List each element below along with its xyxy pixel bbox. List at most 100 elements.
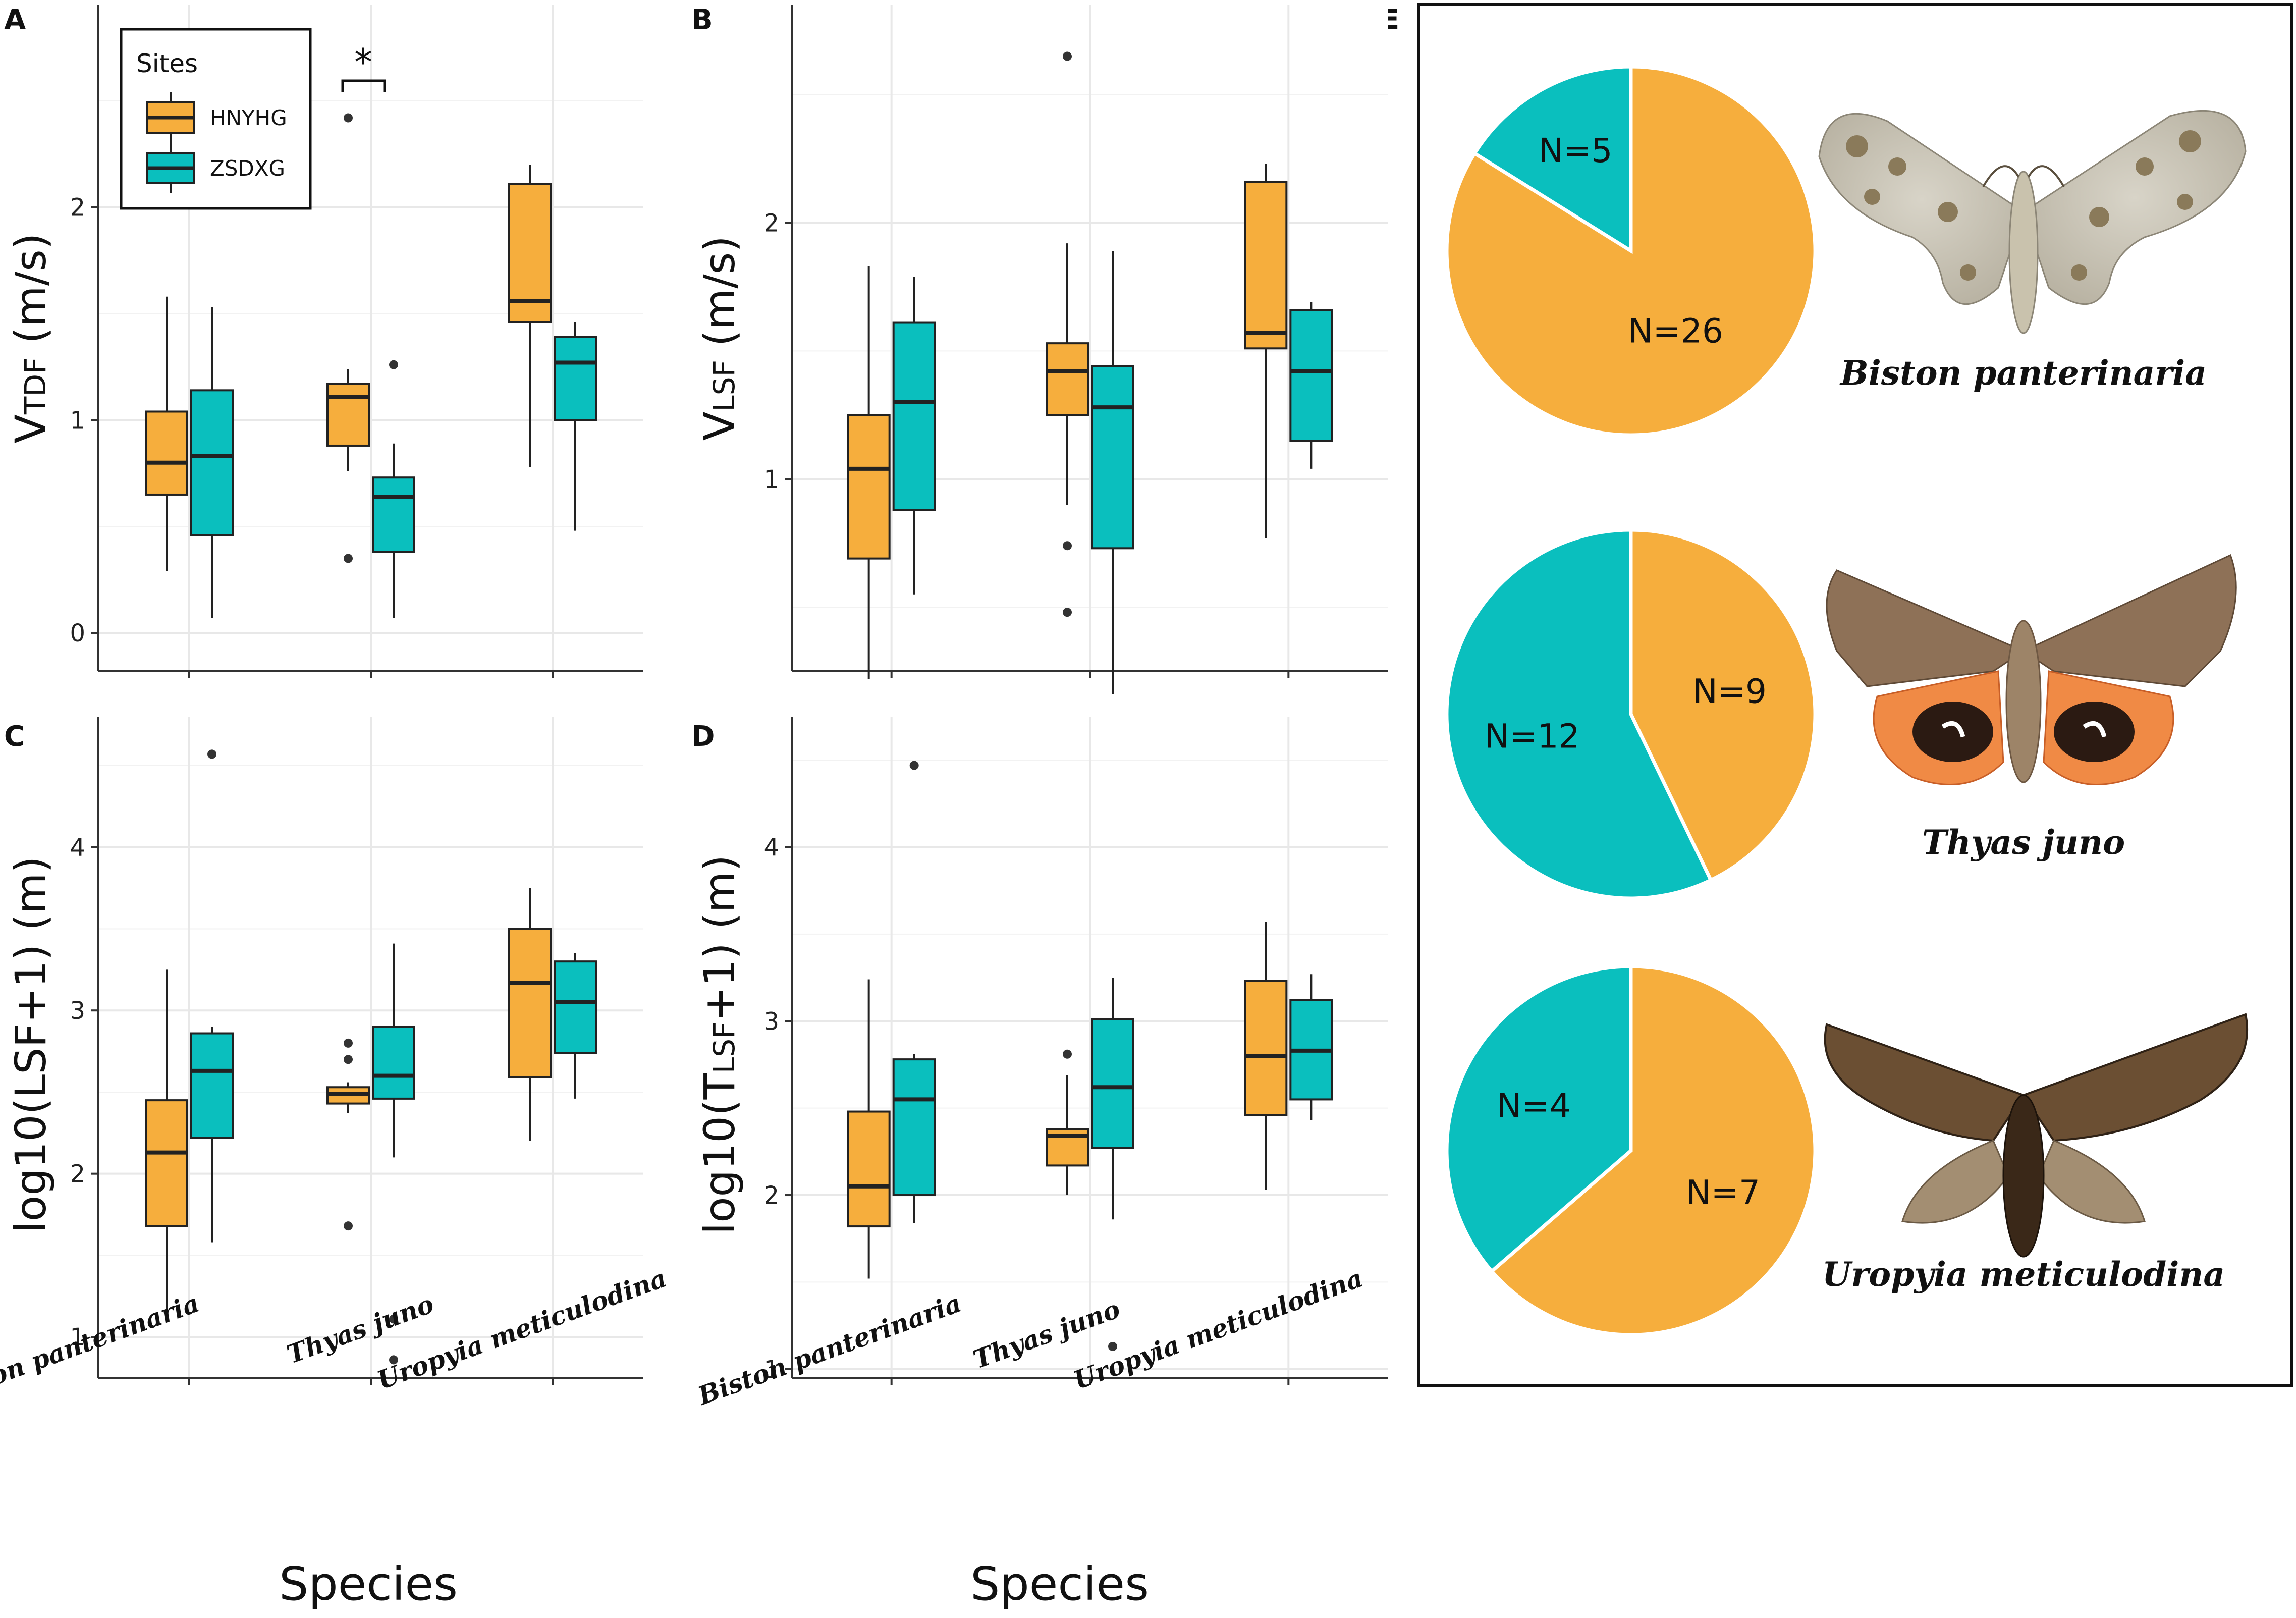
box-hnyhg-3 xyxy=(508,165,552,467)
box-iqr xyxy=(892,1058,936,1197)
pie-slice-label: N=26 xyxy=(1628,312,1723,351)
legend-key-zsdxg xyxy=(146,143,195,193)
outlier-point xyxy=(1108,1341,1117,1351)
significance-star: * xyxy=(354,41,372,83)
box-iqr xyxy=(847,1110,891,1228)
pie-slice-label: N=5 xyxy=(1539,131,1613,170)
box-iqr xyxy=(190,389,234,536)
box-zsdxg-3 xyxy=(554,953,597,1099)
moth-name-biston: Biston panterinaria xyxy=(1839,353,2207,393)
pie-chart: N=26 N=5 xyxy=(1445,65,1817,437)
box-hnyhg-3 xyxy=(1244,922,1288,1190)
outlier-point xyxy=(389,1314,398,1324)
box-iqr xyxy=(145,410,188,496)
y-axis-label: VLSF (m/s) xyxy=(695,236,744,441)
y-axis-label-subscript: LSF xyxy=(707,360,741,412)
box-hnyhg-2 xyxy=(326,113,370,563)
box-hnyhg-1 xyxy=(847,266,891,679)
box-zsdxg-3 xyxy=(1289,974,1333,1120)
outlier-point xyxy=(344,1221,353,1231)
box-iqr xyxy=(1046,342,1089,416)
pie-chart: N=9 N=12 xyxy=(1445,528,1817,900)
moth-photo-biston xyxy=(1818,110,2247,334)
outlier-point xyxy=(344,1038,353,1048)
box-iqr xyxy=(190,1032,234,1139)
panel-c-boxplot: 1 2 3 4 log10(LSF+1) (m) xyxy=(6,717,643,1385)
y-axis-label: log10(TLSF+1) (m) xyxy=(695,855,744,1234)
pie-slice-label: N=4 xyxy=(1497,1087,1571,1125)
box-iqr xyxy=(145,1099,188,1227)
panel-d-boxplot: 1 2 3 4 log10(TLSF+1) (m) xyxy=(695,717,1388,1385)
y-tick-label: 3 xyxy=(763,1007,779,1036)
y-tick-label: 1 xyxy=(763,465,779,494)
box-iqr xyxy=(1244,980,1288,1116)
box-iqr xyxy=(372,476,415,553)
y-tick-label: 2 xyxy=(70,1160,85,1189)
panel-letter-d: D xyxy=(691,720,715,753)
outlier-point xyxy=(344,554,353,563)
y-axis-label-subscript: LSF xyxy=(707,1022,741,1074)
box-iqr xyxy=(1091,1018,1134,1149)
y-tick-label: 2 xyxy=(763,1181,779,1210)
y-tick-label: 0 xyxy=(70,619,85,648)
pie-slice-label: N=7 xyxy=(1686,1173,1760,1212)
x-axis-title-right: Species xyxy=(970,1557,1149,1611)
y-tick-label: 2 xyxy=(763,209,779,238)
pie-slice-zsdxg xyxy=(1445,964,1633,1274)
y-axis-label: log10(LSF+1) (m) xyxy=(6,856,56,1233)
outlier-point xyxy=(389,360,398,369)
outlier-point xyxy=(1063,51,1072,61)
box-iqr xyxy=(847,414,891,560)
box-hnyhg-1 xyxy=(145,969,188,1313)
y-axis-label: VTDF (m/s) xyxy=(6,233,56,443)
y-tick-label: 3 xyxy=(70,997,85,1025)
box-iqr xyxy=(1091,365,1134,550)
outlier-point xyxy=(344,1055,353,1064)
y-tick-label: 1 xyxy=(70,406,85,435)
moth-photo-uropyia xyxy=(1824,1013,2249,1258)
box-zsdxg-3 xyxy=(1289,302,1333,469)
panel-letter-b: B xyxy=(691,4,713,36)
legend-title: Sites xyxy=(136,49,198,78)
pie-slice-zsdxg xyxy=(1472,65,1633,254)
box-hnyhg-2 xyxy=(326,1038,370,1231)
box-hnyhg-3 xyxy=(508,888,552,1141)
box-hnyhg-3 xyxy=(1244,164,1288,538)
outlier-point xyxy=(207,749,216,759)
box-hnyhg-1 xyxy=(847,979,891,1279)
moth-name-thyas: Thyas juno xyxy=(1922,823,2125,862)
box-zsdxg-2 xyxy=(372,943,415,1365)
outlier-point xyxy=(1063,541,1072,551)
box-zsdxg-1 xyxy=(892,761,936,1223)
box-iqr xyxy=(372,1026,415,1100)
y-tick-label: 1 xyxy=(70,1323,85,1352)
box-iqr xyxy=(892,321,936,511)
y-tick-label: 4 xyxy=(70,834,85,862)
outlier-point xyxy=(1063,608,1072,617)
panel-letter-a: A xyxy=(4,4,26,36)
x-axis-title-left: Species xyxy=(279,1557,458,1611)
legend-label-hnyhg: HNYHG xyxy=(210,105,287,130)
pie-slice-label: N=12 xyxy=(1485,717,1580,756)
box-zsdxg-1 xyxy=(190,749,234,1243)
y-tick-label: 4 xyxy=(763,834,779,862)
box-iqr xyxy=(554,960,597,1054)
outlier-point xyxy=(1063,1049,1072,1059)
pie-slice-hnyhg xyxy=(1489,964,1817,1337)
panel-b-boxplot: 1 2 VLSF (m/s) xyxy=(695,5,1388,694)
outlier-point xyxy=(909,761,919,770)
significance-bracket: * xyxy=(341,41,386,92)
box-iqr xyxy=(554,336,597,421)
panel-e-pies: N=26 N=5 N=9 N=12 N=7 N=4 xyxy=(1445,65,1817,1337)
box-zsdxg-1 xyxy=(892,277,936,595)
pie-slice-zsdxg xyxy=(1445,528,1714,900)
panel-e-frame xyxy=(1417,3,2293,1387)
moth-photo-thyas xyxy=(1826,554,2237,785)
moth-name-uropyia: Uropyia meticulodina xyxy=(1822,1255,2225,1294)
box-zsdxg-2 xyxy=(1091,978,1134,1351)
pie-slice-label: N=9 xyxy=(1692,672,1767,711)
box-iqr xyxy=(326,383,370,447)
outlier-point xyxy=(389,1355,398,1365)
y-tick-label: 1 xyxy=(763,1356,779,1384)
box-iqr xyxy=(1244,181,1288,350)
